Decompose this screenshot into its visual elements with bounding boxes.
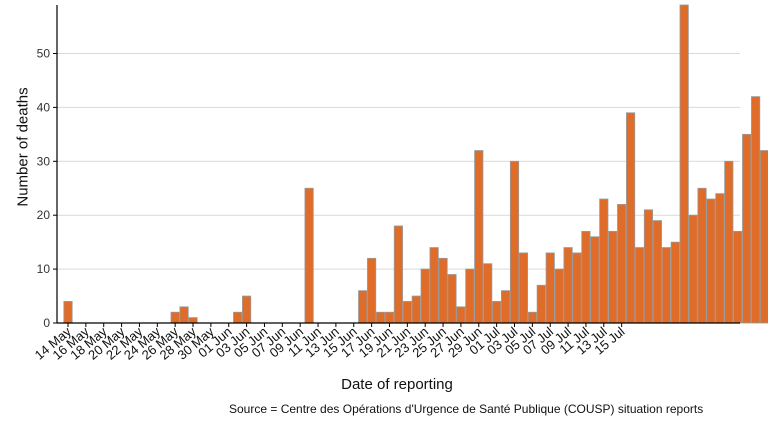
bar [233, 311, 243, 324]
bar [751, 96, 761, 324]
source-note: Source = Centre des Opérations d'Urgence… [229, 402, 704, 416]
bar [188, 317, 198, 324]
axes [56, 5, 740, 324]
bar [626, 112, 636, 324]
y-tick-label: 20 [37, 208, 51, 222]
bar [599, 198, 609, 324]
y-tick-label: 10 [37, 262, 51, 276]
bar [706, 198, 716, 324]
bar [411, 295, 421, 324]
bar [617, 204, 627, 324]
y-tick-label: 30 [37, 154, 51, 168]
bar [608, 230, 618, 324]
bar [634, 247, 645, 324]
bar [590, 236, 600, 324]
bar [447, 274, 457, 324]
bar [304, 187, 314, 324]
bar [429, 247, 439, 324]
y-tick-label: 0 [43, 316, 50, 330]
bar [438, 257, 448, 324]
y-tick-label: 50 [37, 47, 51, 61]
bar [670, 241, 680, 324]
bar [545, 252, 555, 324]
bar [536, 284, 546, 324]
bar [375, 311, 386, 324]
y-tick-label: 40 [37, 100, 51, 114]
bar [474, 150, 484, 324]
bar [242, 295, 252, 324]
bar [697, 187, 707, 324]
bar [733, 230, 743, 324]
bar [402, 301, 412, 324]
bar [724, 160, 734, 324]
bar [688, 214, 698, 324]
bar [63, 301, 73, 324]
bar [581, 230, 591, 324]
bar [492, 301, 502, 324]
x-axis-label: Date of reporting [341, 376, 453, 393]
bar [456, 306, 466, 324]
bar [465, 268, 475, 324]
y-axis-label: Number of deaths [14, 87, 32, 207]
bar [500, 290, 511, 324]
y-axis-ticks: 0 10 20 30 40 50 [37, 47, 57, 330]
bar [715, 193, 725, 324]
bar [742, 133, 752, 324]
bar [572, 252, 582, 324]
bar-series [63, 4, 768, 324]
bar [661, 247, 671, 324]
bar [509, 160, 520, 324]
bar [563, 247, 573, 324]
bar [643, 209, 654, 324]
bar [652, 220, 662, 324]
bar [527, 311, 537, 324]
bar [518, 252, 529, 324]
bar [679, 4, 689, 324]
bar [170, 311, 180, 324]
bar [554, 268, 564, 324]
bar [393, 225, 403, 324]
bar [759, 150, 768, 324]
bar [384, 311, 395, 324]
bar [358, 290, 368, 324]
bar [367, 257, 377, 324]
bar [179, 306, 189, 324]
bar [420, 268, 430, 324]
bar [483, 263, 493, 324]
